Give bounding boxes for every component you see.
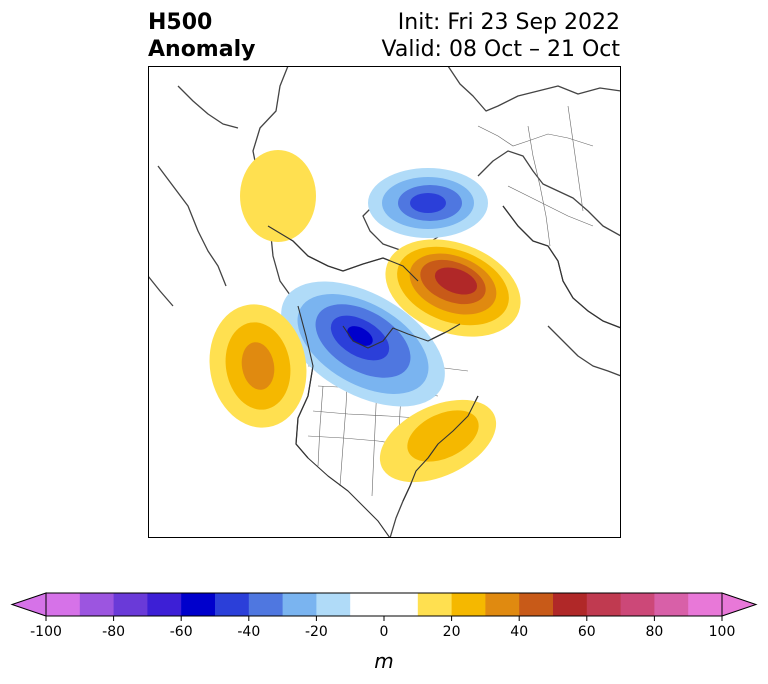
anomaly-fields: [209, 150, 521, 483]
valid-range: Valid: 08 Oct – 21 Oct: [381, 37, 620, 62]
colorbar-tick-label: 40: [510, 624, 528, 640]
colorbar-cells: [10, 592, 758, 617]
north-pacific-ridge: [209, 304, 307, 428]
colorbar-cell: [654, 593, 689, 616]
colorbar-cell: [79, 593, 115, 616]
colorbar-cell: [316, 593, 351, 616]
colorbar-cell: [350, 593, 385, 616]
map-frame: [148, 66, 621, 538]
variable-title: H500: [148, 10, 213, 35]
colorbar-tick-label: 80: [645, 624, 663, 640]
colorbar-tick-label: 100: [709, 624, 736, 640]
colorbar-cell: [384, 593, 419, 616]
colorbar-cell: [248, 593, 284, 616]
siberia-ridge: [385, 239, 521, 337]
scandinavia-trough: [368, 168, 488, 238]
colorbar-cell: [417, 593, 453, 616]
colorbar-cell: [181, 593, 216, 616]
colorbar-cell: [620, 593, 655, 616]
alaska-ridge: [240, 150, 316, 242]
colorbar-cell: [586, 593, 622, 616]
colorbar-cell: [215, 593, 250, 616]
product-title: Anomaly: [148, 37, 256, 62]
colorbar-cell: [46, 593, 81, 616]
colorbar-tick-label: 60: [578, 624, 596, 640]
colorbar-cell: [147, 593, 182, 616]
colorbar-cell: [688, 593, 723, 616]
colorbar-tick-label: 20: [443, 624, 461, 640]
colorbar: -100 -80 -60 -40 -20 0 20 40 60 80 100 m: [10, 592, 758, 673]
title-left: H500 Anomaly: [148, 9, 255, 63]
title-right: Init: Fri 23 Sep 2022 Valid: 08 Oct – 21…: [382, 9, 620, 63]
colorbar-cell: [519, 593, 554, 616]
colorbar-cell: [485, 593, 520, 616]
colorbar-tick-label: -40: [237, 624, 260, 640]
init-date: Init: Fri 23 Sep 2022: [397, 10, 620, 35]
colorbar-tick-label: -80: [102, 624, 125, 640]
colorbar-extend-left: [10, 592, 47, 617]
coastlines-overlay: [267, 205, 621, 538]
colorbar-extend-right: [721, 592, 758, 617]
anomaly-map: [148, 66, 621, 538]
colorbar-cell: [282, 593, 317, 616]
colorbar-cell: [113, 593, 148, 616]
canada-trough: [281, 281, 445, 407]
colorbar-cell: [553, 593, 588, 616]
colorbar-tick-label: -20: [305, 624, 328, 640]
colorbar-tick-label: -100: [30, 624, 62, 640]
colorbar-cell: [451, 593, 486, 616]
colorbar-ticks: -100 -80 -60 -40 -20 0 20 40 60 80 100: [30, 616, 735, 640]
colorbar-tick-label: -60: [170, 624, 193, 640]
colorbar-unit: m: [374, 649, 393, 673]
colorbar-tick-label: 0: [380, 624, 389, 640]
